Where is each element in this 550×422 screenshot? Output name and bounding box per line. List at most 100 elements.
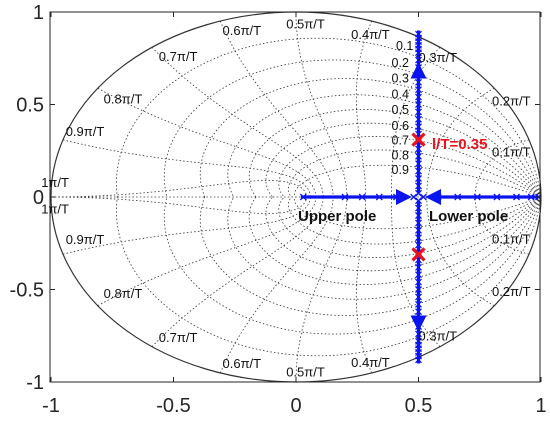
- locus-point: [415, 271, 422, 279]
- damping-contour: [265, 196, 540, 272]
- wn-label: 0.7π/T: [159, 49, 198, 64]
- root-locus: [299, 30, 540, 364]
- lower-pole-label: Lower pole: [429, 208, 508, 225]
- wn-label: 0.1π/T: [492, 231, 531, 246]
- axis-ticks: -1 -0.5 0 0.5 1 1 0.5 0 -0.5 -1: [10, 2, 547, 417]
- damping-label: 0.6: [392, 119, 409, 133]
- locus-point: [392, 193, 400, 201]
- locus-point: [415, 323, 422, 330]
- wn-contour: [426, 87, 495, 198]
- x-tick-label: 0.5: [405, 395, 433, 417]
- wn-label: 0.2π/T: [492, 284, 531, 299]
- wn-contour: [50, 180, 307, 198]
- wn-contour: [474, 196, 530, 255]
- damping-contour: [248, 196, 540, 285]
- damping-contour: [163, 196, 540, 335]
- y-tick-label: 0: [33, 187, 44, 209]
- damping-contour: [278, 196, 540, 258]
- wn-contour: [151, 47, 324, 198]
- locus-point: [415, 145, 422, 153]
- wn-label: 0.8π/T: [104, 92, 143, 107]
- damping-contour: [287, 196, 540, 245]
- locus-point: [415, 101, 422, 108]
- locus-point: [415, 30, 422, 38]
- locus-point: [341, 193, 349, 201]
- locus-point: [410, 193, 418, 201]
- grid-labels: 0.1 0.2 0.30.4 0.5 0.60.70.80.9 0.1π/T 0.1π/T 0…: [41, 17, 530, 380]
- wn-contour: [474, 139, 530, 198]
- locus-point: [434, 193, 442, 201]
- locus-point: [415, 108, 422, 116]
- wn-label: 1π/T: [41, 175, 69, 190]
- locus-point: [415, 115, 422, 123]
- x-tick-label: 1: [535, 395, 546, 417]
- locus-point: [415, 286, 422, 293]
- locus-point: [415, 78, 422, 86]
- damping-contour: [265, 122, 540, 198]
- locus-point: [527, 193, 535, 201]
- damping-contour: [116, 196, 540, 357]
- locus-point: [415, 226, 422, 234]
- wn-label: 0.7π/T: [159, 330, 198, 345]
- damping-label: 0.7: [392, 134, 409, 148]
- locus-point: [415, 86, 422, 94]
- locus-point: [415, 212, 422, 219]
- wn-label: 0.4π/T: [351, 355, 390, 370]
- locus-point: [415, 93, 422, 101]
- damping-label: 0.3: [392, 72, 409, 86]
- locus-point: [415, 197, 422, 205]
- locus-point: [358, 193, 366, 201]
- y-tick-label: 1: [33, 2, 44, 24]
- locus-point: [415, 189, 422, 197]
- upper-pole-label: Upper pole: [298, 208, 376, 225]
- damping-label: 0.5: [392, 103, 409, 117]
- wn-label: 0.5π/T: [286, 17, 325, 32]
- locus-point: [415, 56, 422, 64]
- damping-contour: [116, 37, 540, 198]
- highlighted-pole: [411, 132, 426, 147]
- locus-point: [415, 64, 422, 71]
- damping-contour: [199, 78, 540, 198]
- locus-point: [415, 241, 422, 249]
- wn-label: 0.8π/T: [104, 286, 143, 301]
- locus-point: [473, 193, 481, 201]
- wn-contour: [97, 87, 317, 198]
- zplane-grid: [50, 12, 540, 382]
- highlighted-poles: [411, 132, 426, 262]
- x-tick-label: -1: [42, 395, 60, 417]
- wn-contour: [151, 196, 324, 347]
- locus-point: [415, 71, 422, 79]
- wn-contour: [295, 12, 348, 198]
- damping-contour: [199, 196, 540, 316]
- wn-contour: [426, 196, 495, 307]
- damping-contour: [227, 94, 540, 198]
- y-tick-label: -1: [26, 372, 44, 394]
- x-tick-label: 0: [290, 395, 301, 417]
- locus-point: [299, 193, 307, 201]
- locus-point: [415, 330, 422, 338]
- gain-annotation: l/T=0.35: [432, 136, 487, 153]
- locus-point: [415, 219, 422, 227]
- wn-contour: [219, 20, 334, 198]
- wn-label: 0.6π/T: [223, 23, 262, 38]
- locus-point: [415, 293, 422, 301]
- locus-point: [415, 278, 422, 286]
- wn-contour: [62, 196, 311, 255]
- locus-point: [415, 182, 422, 190]
- damping-contour: [248, 109, 540, 198]
- wn-label: 0.3π/T: [419, 50, 458, 65]
- locus-point: [415, 204, 422, 212]
- y-tick-label: -0.5: [10, 280, 44, 302]
- wn-label: 0.6π/T: [223, 356, 262, 371]
- wn-contour: [50, 196, 307, 214]
- wn-label: 0.2π/T: [492, 93, 531, 108]
- locus-point: [415, 315, 422, 323]
- locus-point: [419, 193, 427, 201]
- locus-point: [415, 167, 422, 175]
- x-tick-label: -0.5: [156, 395, 190, 417]
- locus-point: [415, 308, 422, 316]
- wn-contour: [97, 196, 317, 307]
- locus-point: [513, 193, 520, 201]
- locus-point: [493, 193, 501, 201]
